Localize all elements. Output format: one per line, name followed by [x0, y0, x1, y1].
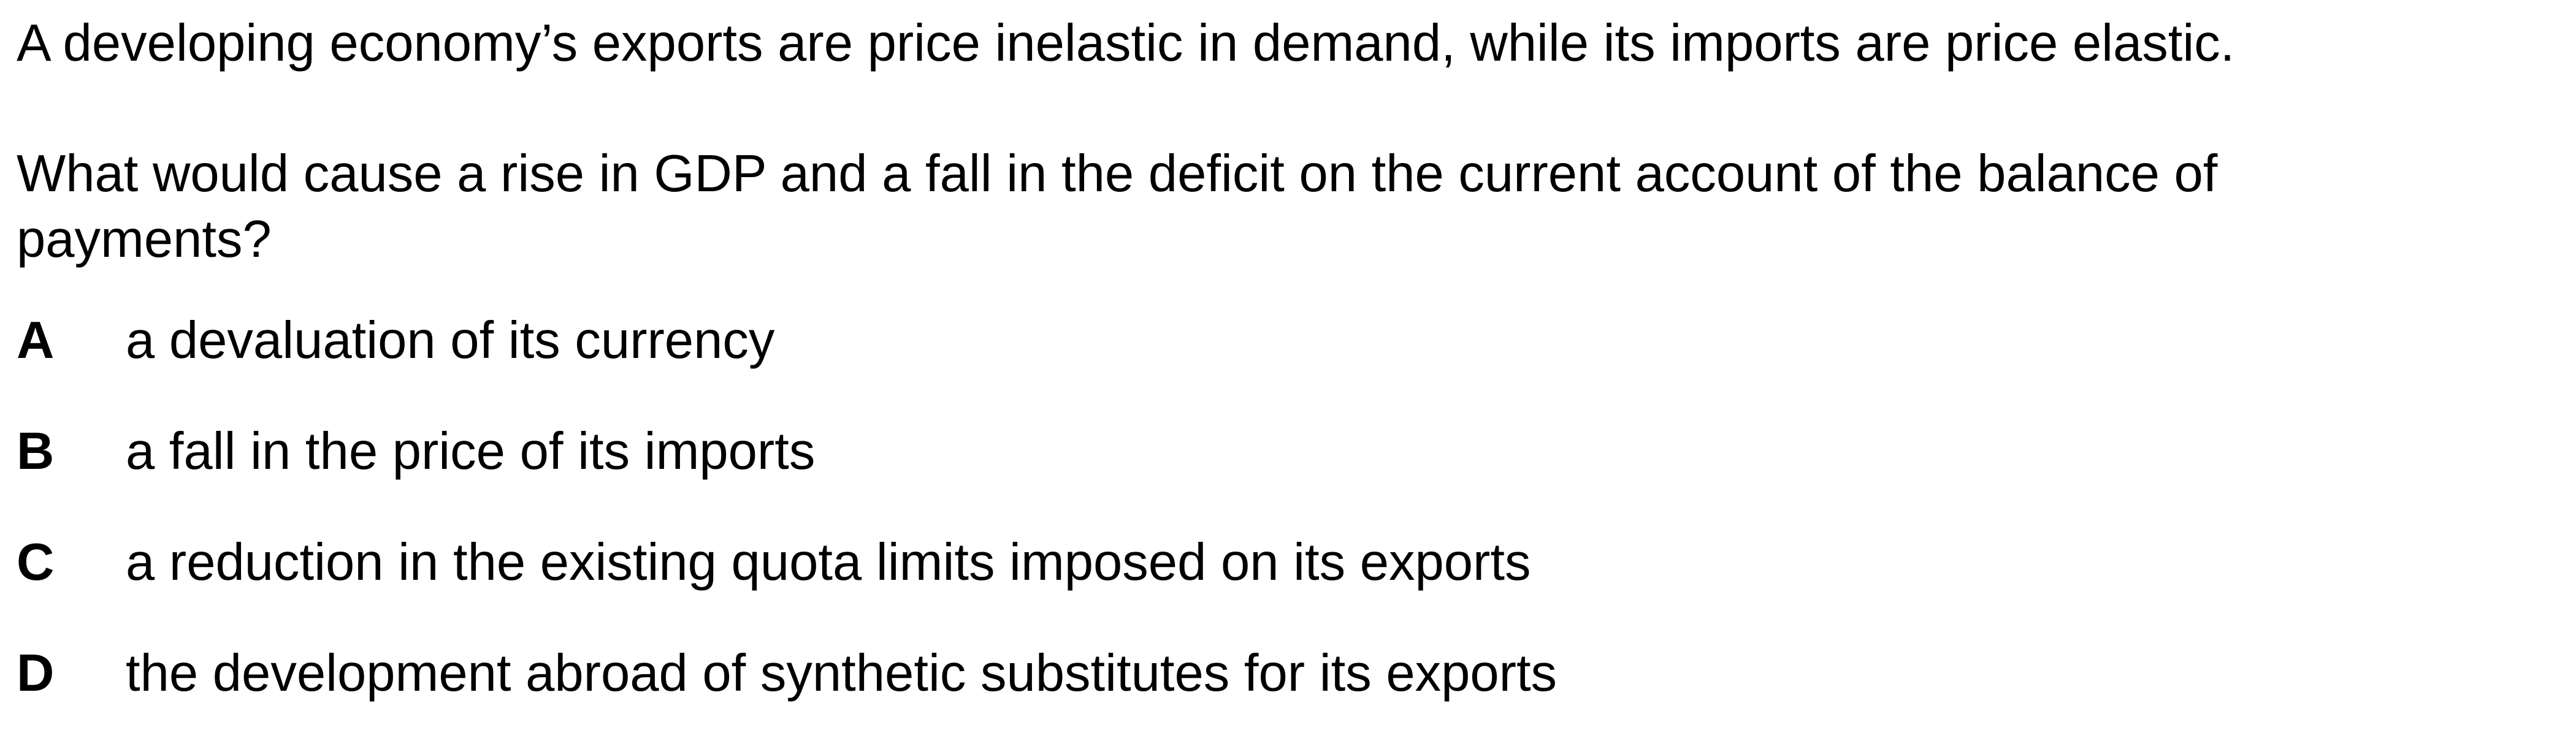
option-d[interactable]: D the development abroad of synthetic su… [17, 641, 2555, 707]
option-a[interactable]: A a devaluation of its currency [17, 308, 2555, 374]
answer-options: A a devaluation of its currency B a fall… [17, 308, 2555, 707]
question-prompt-line-2: payments? [17, 210, 272, 268]
option-b-text: a fall in the price of its imports [126, 419, 2555, 484]
option-a-letter: A [17, 308, 126, 373]
question-prompt-line-1: What would cause a rise in GDP and a fal… [17, 145, 2217, 203]
option-c[interactable]: C a reduction in the existing quota limi… [17, 530, 2555, 596]
option-d-letter: D [17, 641, 126, 706]
question-page: A developing economy’s exports are price… [17, 11, 2555, 707]
option-b[interactable]: B a fall in the price of its imports [17, 419, 2555, 485]
option-c-text: a reduction in the existing quota limits… [126, 530, 2555, 595]
option-d-text: the development abroad of synthetic subs… [126, 641, 2555, 706]
question-intro: A developing economy’s exports are price… [17, 11, 2555, 76]
option-c-letter: C [17, 530, 126, 595]
question-prompt: What would cause a rise in GDP and a fal… [17, 142, 2555, 272]
option-b-letter: B [17, 419, 126, 484]
option-a-text: a devaluation of its currency [126, 308, 2555, 373]
